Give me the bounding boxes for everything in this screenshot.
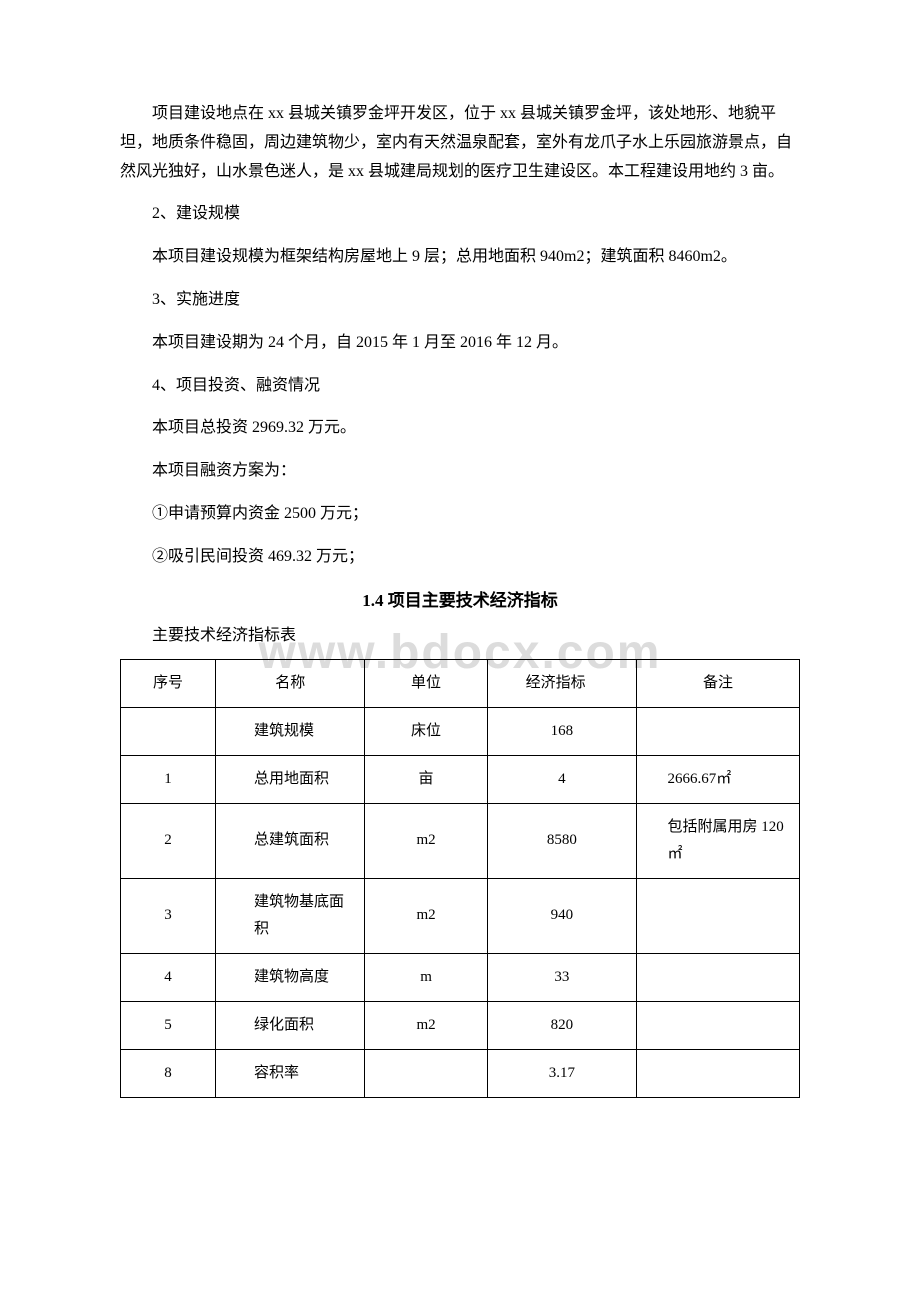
document-content: 项目建设地点在 xx 县城关镇罗金坪开发区，位于 xx 县城关镇罗金坪，该处地形…	[120, 100, 800, 1098]
cell-unit	[365, 1049, 487, 1097]
table-row: 2 总建筑面积 m2 8580 包括附属用房 120㎡	[121, 803, 800, 878]
table-row: 5 绿化面积 m2 820	[121, 1001, 800, 1049]
cell-name: 总建筑面积	[216, 803, 365, 878]
header-name: 名称	[216, 659, 365, 707]
cell-remark: 2666.67㎡	[637, 755, 800, 803]
table-row: 3 建筑物基底面积 m2 940	[121, 878, 800, 953]
cell-remark	[637, 878, 800, 953]
table-row: 1 总用地面积 亩 4 2666.67㎡	[121, 755, 800, 803]
header-value: 经济指标	[487, 659, 636, 707]
paragraph-total-investment: 本项目总投资 2969.32 万元。	[120, 414, 800, 443]
cell-remark	[637, 953, 800, 1001]
table-row: 建筑规模 床位 168	[121, 707, 800, 755]
cell-unit: m2	[365, 1001, 487, 1049]
cell-value: 940	[487, 878, 636, 953]
table-header-row: 序号 名称 单位 经济指标 备注	[121, 659, 800, 707]
paragraph-location: 项目建设地点在 xx 县城关镇罗金坪开发区，位于 xx 县城关镇罗金坪，该处地形…	[120, 100, 800, 186]
cell-remark	[637, 1001, 800, 1049]
cell-name-text: 总建筑面积	[224, 827, 356, 854]
cell-remark-text: 2666.67㎡	[645, 766, 791, 793]
cell-seq: 3	[121, 878, 216, 953]
paragraph-scale-heading: 2、建设规模	[120, 200, 800, 229]
cell-unit: m2	[365, 878, 487, 953]
paragraph-financing-2: ②吸引民间投资 469.32 万元；	[120, 543, 800, 572]
cell-unit: m2	[365, 803, 487, 878]
cell-name: 建筑规模	[216, 707, 365, 755]
cell-name-text: 容积率	[224, 1060, 356, 1087]
table-caption: 主要技术经济指标表	[120, 622, 800, 651]
paragraph-investment-heading: 4、项目投资、融资情况	[120, 372, 800, 401]
cell-name: 容积率	[216, 1049, 365, 1097]
header-value-text: 经济指标	[526, 675, 586, 691]
cell-value: 820	[487, 1001, 636, 1049]
paragraph-schedule-body: 本项目建设期为 24 个月，自 2015 年 1 月至 2016 年 12 月。	[120, 329, 800, 358]
cell-name: 绿化面积	[216, 1001, 365, 1049]
section-title: 1.4 项目主要技术经济指标	[120, 586, 800, 617]
cell-remark	[637, 707, 800, 755]
cell-seq: 8	[121, 1049, 216, 1097]
cell-value: 33	[487, 953, 636, 1001]
cell-seq: 1	[121, 755, 216, 803]
cell-remark-text: 包括附属用房 120㎡	[645, 814, 791, 868]
cell-seq: 5	[121, 1001, 216, 1049]
header-unit: 单位	[365, 659, 487, 707]
cell-value: 4	[487, 755, 636, 803]
cell-name-text: 总用地面积	[224, 766, 356, 793]
cell-name-text: 建筑物高度	[224, 964, 356, 991]
cell-seq: 4	[121, 953, 216, 1001]
cell-value: 8580	[487, 803, 636, 878]
cell-seq	[121, 707, 216, 755]
cell-unit: 亩	[365, 755, 487, 803]
paragraph-financing-intro: 本项目融资方案为：	[120, 457, 800, 486]
paragraph-scale-body: 本项目建设规模为框架结构房屋地上 9 层；总用地面积 940m2；建筑面积 84…	[120, 243, 800, 272]
cell-name: 建筑物高度	[216, 953, 365, 1001]
paragraph-financing-1: ①申请预算内资金 2500 万元；	[120, 500, 800, 529]
cell-unit: m	[365, 953, 487, 1001]
table-row: 8 容积率 3.17	[121, 1049, 800, 1097]
cell-value: 168	[487, 707, 636, 755]
cell-name: 建筑物基底面积	[216, 878, 365, 953]
header-seq: 序号	[121, 659, 216, 707]
cell-value: 3.17	[487, 1049, 636, 1097]
cell-remark: 包括附属用房 120㎡	[637, 803, 800, 878]
cell-name-text: 建筑规模	[224, 718, 356, 745]
indicators-table: 序号 名称 单位 经济指标 备注 建筑规模 床位 168 1 总用地面积 亩	[120, 659, 800, 1098]
cell-name-text: 建筑物基底面积	[224, 889, 356, 943]
cell-name: 总用地面积	[216, 755, 365, 803]
paragraph-schedule-heading: 3、实施进度	[120, 286, 800, 315]
cell-remark	[637, 1049, 800, 1097]
cell-unit: 床位	[365, 707, 487, 755]
cell-name-text: 绿化面积	[224, 1012, 356, 1039]
table-row: 4 建筑物高度 m 33	[121, 953, 800, 1001]
cell-seq: 2	[121, 803, 216, 878]
header-remark: 备注	[637, 659, 800, 707]
